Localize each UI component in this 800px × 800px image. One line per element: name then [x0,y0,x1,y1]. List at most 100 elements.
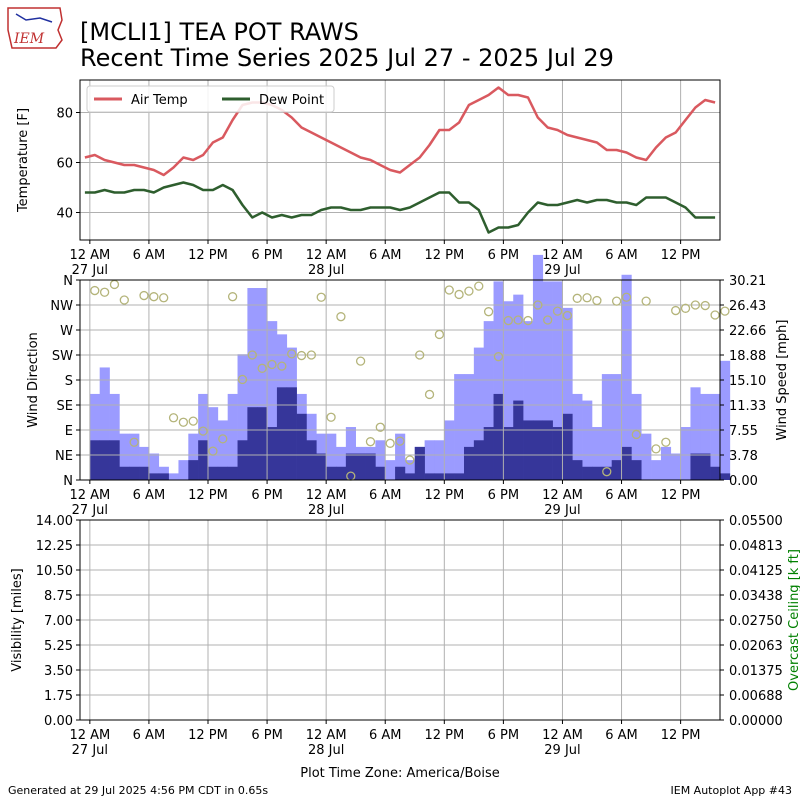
x-tick-label: 12 PM [188,488,228,503]
gust-bar [532,254,544,480]
speed-bar [454,473,465,480]
x-date-label: 29 Jul [544,743,580,758]
logo-text: IEM [13,31,45,47]
gust-bar [208,407,219,480]
direction-point [611,296,622,306]
speed-bar [493,393,504,480]
direction-point [198,426,208,436]
gust-bar [404,460,416,480]
direction-point [424,389,435,400]
gust-bar [483,321,494,480]
speed-bar [532,420,544,480]
speed-bar [198,440,209,480]
speed-bar [710,466,721,480]
speed-tick-label: 7.55 [729,424,758,439]
direction-point [99,287,110,297]
direction-point [562,310,573,321]
direction-point [257,363,267,373]
speed-bar [444,473,455,480]
speed-bar [208,466,219,480]
direction-point [405,455,415,465]
ceiling-tick-label: 0.02063 [729,639,783,654]
speed-bar [700,453,711,480]
direction-point [188,416,198,426]
direction-point [523,315,533,326]
ceiling-tick-label: 0.00688 [729,689,783,704]
direction-point [533,300,543,310]
visibility-tick-label: 7.00 [44,614,73,629]
x-tick-label: 12 AM [306,488,347,503]
x-tick-label: 12 PM [188,728,228,743]
speed-bar [306,440,317,480]
ceiling-tick-label: 0.05500 [729,514,783,529]
direction-point [129,437,139,447]
x-tick-label: 6 AM [133,488,166,503]
direction-point [375,422,385,432]
speed-bar [464,446,475,480]
x-tick-label: 12 PM [661,728,701,743]
visibility-tick-label: 10.50 [36,564,73,579]
gust-bar [572,393,583,480]
gust-bar [473,347,484,480]
speed-bar [473,440,484,480]
visibility-grid [80,519,720,721]
speed-bar [631,460,642,480]
direction-point [700,300,710,311]
speed-bar [139,466,150,480]
speed-bar [542,420,553,480]
generated-note: Generated at 29 Jul 2025 4:56 PM CDT in … [8,784,268,797]
speed-bar [217,466,228,480]
gust-bar [454,374,465,480]
direction-tick-label: N [63,274,73,289]
x-tick-label: 12 PM [661,488,701,503]
gust-bar [621,274,632,480]
speed-bar [326,466,337,480]
direction-point [237,374,248,385]
x-tick-label: 12 AM [69,248,110,263]
gust-bar [660,446,672,480]
speed-bar [355,453,366,480]
visibility-tick-label: 14.00 [36,514,73,529]
gust-bar [562,307,573,480]
temperature-legend: Air Temp Dew Point [86,85,335,113]
direction-point [464,286,474,296]
speed-bar [621,446,632,480]
direction-point [503,315,513,326]
visibility-tick-label: 0.00 [44,714,73,729]
direction-tick-label: NE [55,449,73,464]
speed-bar [720,473,731,480]
gust-bar [611,374,622,480]
temperature-y-label: Temperature [F] [16,108,31,213]
speed-bar [483,427,494,480]
direction-point [119,295,129,305]
temperature-lines [84,86,716,234]
speed-tick-label: 15.10 [729,374,766,389]
gust-bar [198,393,209,480]
speed-tick-label: 3.78 [729,449,758,464]
speed-bar [434,473,445,480]
gust-bar [395,433,406,480]
speed-tick-label: 26.43 [729,299,766,314]
speed-bar [404,473,416,480]
direction-point [277,361,287,371]
dew-point-series-line [84,181,716,234]
gust-bar [700,393,711,480]
speed-tick-label: 18.88 [729,349,766,364]
direction-point [267,359,277,370]
gust-bar [99,367,110,480]
x-date-label: 29 Jul [544,503,580,518]
speed-bar [129,466,140,480]
direction-point [90,285,100,296]
speed-tick-label: 0.00 [729,474,758,489]
direction-point [513,315,523,325]
x-tick-label: 12 AM [542,488,583,503]
direction-point [227,292,238,302]
ceiling-tick-label: 0.01375 [729,664,783,679]
wind-speed-axis-label: Wind Speed [mph] [775,320,790,441]
y-tick-label: 60 [56,157,73,172]
legend-dew-point-label: Dew Point [259,93,324,108]
gust-bar [424,440,435,480]
direction-point [592,295,602,306]
gust-bar [651,460,662,480]
